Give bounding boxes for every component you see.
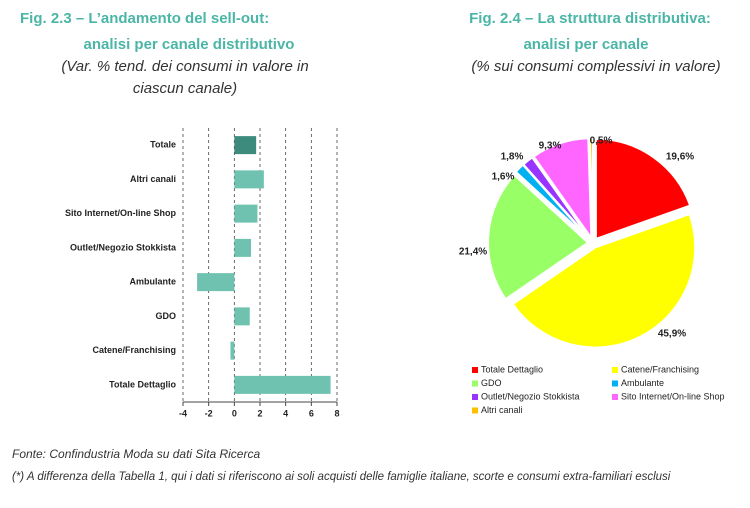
pie-title: Fig. 2.4 – La struttura distributiva: [469,10,711,27]
pie-slice [594,137,692,241]
x-tick-label: -4 [179,408,187,418]
bar-subtitle: (Var. % tend. dei consumi in valore in [61,58,308,75]
footnote: (*) A differenza della Tabella 1, qui i … [12,471,671,483]
legend-label: Altri canali [481,405,523,415]
legend-label: Ambulante [621,378,664,388]
bar [234,375,331,394]
bar [197,273,235,292]
x-tick-label: 0 [232,408,237,418]
bar-title: Fig. 2.3 – L’andamento del sell-out: [20,10,269,27]
legend-swatch [612,367,618,373]
legend-label: Outlet/Negozio Stokkista [481,391,580,401]
data-label: 45,9% [658,329,686,340]
data-label: 21,4% [459,247,487,258]
legend-label: Catene/Franchising [621,364,699,374]
legend-swatch [472,380,478,387]
category-label: Totale Dettaglio [109,379,176,389]
source: Fonte: Confindustria Moda su dati Sita R… [12,447,260,461]
data-label: 1,6% [492,172,515,183]
data-label: 0,5% [590,136,613,147]
category-label: Altri canali [130,174,176,184]
bar [234,238,252,257]
pie-slice [487,173,590,301]
x-tick-label: 4 [283,408,288,418]
bar [234,307,250,326]
x-tick-label: 8 [334,408,339,418]
pie-slice [588,137,594,239]
legend-label: Sito Internet/On-line Shop [621,391,725,401]
pie-slice [521,156,591,240]
legend-swatch [472,394,478,400]
data-label: 1,8% [501,152,524,163]
legend-swatch [472,367,478,373]
category-label: GDO [155,311,176,321]
legend-swatch [612,380,618,387]
category-label: Ambulante [129,277,176,287]
bar-subtitle: ciascun canale) [133,80,237,97]
category-label: Totale [150,140,176,150]
bar [234,170,264,189]
legend-swatch [472,407,478,414]
bar [230,341,235,360]
bar [234,204,258,223]
x-tick-label: 6 [309,408,314,418]
pie-slice [511,212,697,349]
data-label: 9,3% [539,141,562,152]
legend-label: Totale Dettaglio [481,364,543,374]
bar [234,136,257,155]
pie-title: analisi per canale [523,36,648,53]
category-label: Catene/Franchising [92,345,176,355]
pie-subtitle: (% sui consumi complessivi in valore) [471,58,720,75]
bar-title: analisi per canale distributivo [84,36,295,53]
category-label: Outlet/Negozio Stokkista [70,242,177,252]
x-tick-label: 2 [257,408,262,418]
x-tick-label: -2 [205,408,213,418]
pie-slice [532,137,593,242]
data-label: 19,6% [666,152,694,163]
legend-swatch [612,394,618,400]
legend-label: GDO [481,378,502,388]
category-label: Sito Internet/On-line Shop [65,208,176,218]
